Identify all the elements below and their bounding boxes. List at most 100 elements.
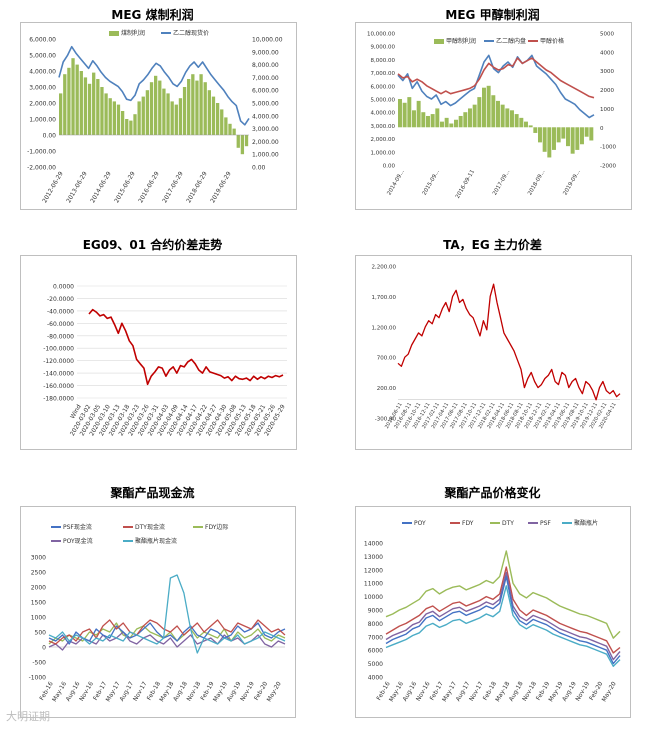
c2-bar-19 xyxy=(486,85,491,128)
c2-bar-0 xyxy=(398,99,402,128)
c1-bar-20 xyxy=(141,96,145,135)
c6-line-2 xyxy=(385,550,621,639)
c1-bar-9 xyxy=(96,79,100,135)
c3-y-tick-5: -100.0000 xyxy=(43,346,74,353)
c2-bar-7 xyxy=(430,114,435,128)
c1-yl-tick-5: 1,000.00 xyxy=(29,117,56,124)
c6-y-tick-1: 13000 xyxy=(364,554,383,561)
c1-price-line xyxy=(58,45,250,126)
c5-legend-1-label: DTY现金流 xyxy=(135,523,165,531)
c1-legend-1-label: 乙二醇现货价 xyxy=(173,29,209,37)
c2-bar-20 xyxy=(491,95,496,128)
chart6-title: 聚酯产品价格变化 xyxy=(444,486,541,500)
c2-bar-37 xyxy=(570,127,575,154)
chart1-title: MEG 煤制利润 xyxy=(111,8,194,22)
c2-yl-tick-4: 6,000.00 xyxy=(371,84,396,90)
c3-y-tick-8: -160.0000 xyxy=(43,383,74,390)
c2-yr-tick-1: 4000 xyxy=(600,50,614,56)
c2-bar-23 xyxy=(505,108,510,128)
c1-bar-41 xyxy=(228,123,232,135)
c2-yr-tick-2: 3000 xyxy=(600,69,614,75)
chart3-title: EG09、01 合约价差走势 xyxy=(82,238,223,252)
c2-yr-tick-3: 2000 xyxy=(600,88,614,94)
c2-legend-1-label: 乙二醇内盘 xyxy=(496,37,526,45)
c6-y-tick-3: 11000 xyxy=(364,581,383,588)
c1-yl-tick-4: 2,000.00 xyxy=(29,101,56,108)
c6-line-4 xyxy=(385,585,621,668)
c1-bar-0 xyxy=(59,93,63,135)
c1-bar-26 xyxy=(166,93,170,135)
c1-x-tick-2: 2014-06-29 xyxy=(89,170,113,204)
c1-yr-tick-6: 4,000.00 xyxy=(252,113,279,120)
c5-y-tick-5: 500 xyxy=(35,630,47,637)
c5-y-tick-6: 0 xyxy=(42,645,46,652)
c1-bar-12 xyxy=(108,98,112,135)
c1-x-tick-6: 2018-06-29 xyxy=(185,170,209,204)
c1-yr-tick-5: 5,000.00 xyxy=(252,101,279,108)
c6-legend-2-label: DTY xyxy=(502,520,514,527)
chart1-panel: 6,000.00 5,000.00 4,000.00 3,000.00 2,000.00… xyxy=(20,22,297,210)
c2-legend-0-swatch xyxy=(434,39,444,44)
c2-x-tick-5: 2019-09... xyxy=(562,169,581,197)
c1-yr-tick-2: 8,000.00 xyxy=(252,62,279,69)
c2-bar-33 xyxy=(552,127,556,150)
c3-y-tick-3: -60.0000 xyxy=(47,321,74,328)
c4-y-tick-2: 1,200.00 xyxy=(372,325,397,331)
c2-yl-tick-5: 5,000.00 xyxy=(371,98,396,104)
c2-x-tick-4: 2018-09... xyxy=(527,169,546,197)
c2-bar-16 xyxy=(472,104,477,128)
c2-bar-14 xyxy=(463,112,468,128)
c1-bar-45 xyxy=(244,135,249,147)
c1-bar-21 xyxy=(145,90,150,135)
c1-bar-10 xyxy=(100,87,104,135)
c1-yr-tick-1: 9,000.00 xyxy=(252,49,279,56)
c3-y-tick-2: -40.0000 xyxy=(47,308,74,315)
c1-bar-44 xyxy=(240,135,245,155)
c3-y-tick-7: -140.0000 xyxy=(43,371,74,378)
c2-bar-34 xyxy=(556,127,561,143)
c2-bar-21 xyxy=(496,100,500,128)
chart5-title: 聚酯产品现金流 xyxy=(110,486,195,500)
c1-bar-2 xyxy=(67,67,71,135)
c5-y-tick-0: 3000 xyxy=(31,555,46,562)
c2-x-tick-3: 2017-09... xyxy=(492,169,511,197)
c6-y-tick-5: 9000 xyxy=(368,608,383,615)
c3-y-tick-1: -20.0000 xyxy=(47,296,74,303)
c1-bar-43 xyxy=(236,135,240,148)
c2-bar-29 xyxy=(533,127,538,133)
c1-bar-35 xyxy=(203,82,207,135)
chart6-panel: 14000 13000 12000 11000 10000 9000 8000 7000 600… xyxy=(355,506,631,718)
c6-y-tick-0: 14000 xyxy=(364,541,383,548)
c1-bar-17 xyxy=(129,120,133,135)
polyester-price-chart: 14000 13000 12000 11000 10000 9000 8000 7000 600… xyxy=(364,519,621,703)
c2-yr-tick-0: 5000 xyxy=(600,32,614,38)
c1-bar-37 xyxy=(211,96,216,135)
c2-bar-39 xyxy=(580,127,584,145)
c1-bar-18 xyxy=(133,114,137,135)
c2-yl-tick-7: 3,000.00 xyxy=(371,124,396,130)
c6-y-tick-9: 5000 xyxy=(368,661,383,668)
c6-y-tick-4: 10000 xyxy=(364,594,383,601)
c2-bar-32 xyxy=(547,127,552,158)
c1-bar-30 xyxy=(182,87,187,135)
c4-y-tick-3: 700.00 xyxy=(377,356,397,362)
c6-line-3 xyxy=(385,571,621,661)
c2-bar-35 xyxy=(561,127,566,139)
c5-line-1 xyxy=(48,619,286,645)
c1-x-tick-5: 2017-06-29 xyxy=(161,170,185,204)
c1-bar-38 xyxy=(215,103,220,135)
c1-bar-7 xyxy=(87,83,92,135)
c1-yl-tick-3: 3,000.00 xyxy=(29,85,56,92)
c2-yr-tick-5: 0 xyxy=(600,126,604,132)
c1-legend-0-swatch xyxy=(109,31,119,36)
c6-line-1 xyxy=(385,566,621,654)
c5-y-tick-8: -1000 xyxy=(29,675,47,682)
c5-legend-4-label: 聚酯瓶片现金流 xyxy=(135,537,177,545)
c5-y-tick-3: 1500 xyxy=(31,600,46,607)
c1-x-tick-1: 2013-06-29 xyxy=(65,170,89,204)
c2-bar-9 xyxy=(440,121,444,128)
c1-bar-15 xyxy=(120,111,125,135)
meg-coal-profit-chart: 6,000.00 5,000.00 4,000.00 3,000.00 2,000.00… xyxy=(27,29,283,204)
c1-bar-42 xyxy=(232,128,236,135)
c4-y-tick-1: 1,700.00 xyxy=(372,295,397,301)
